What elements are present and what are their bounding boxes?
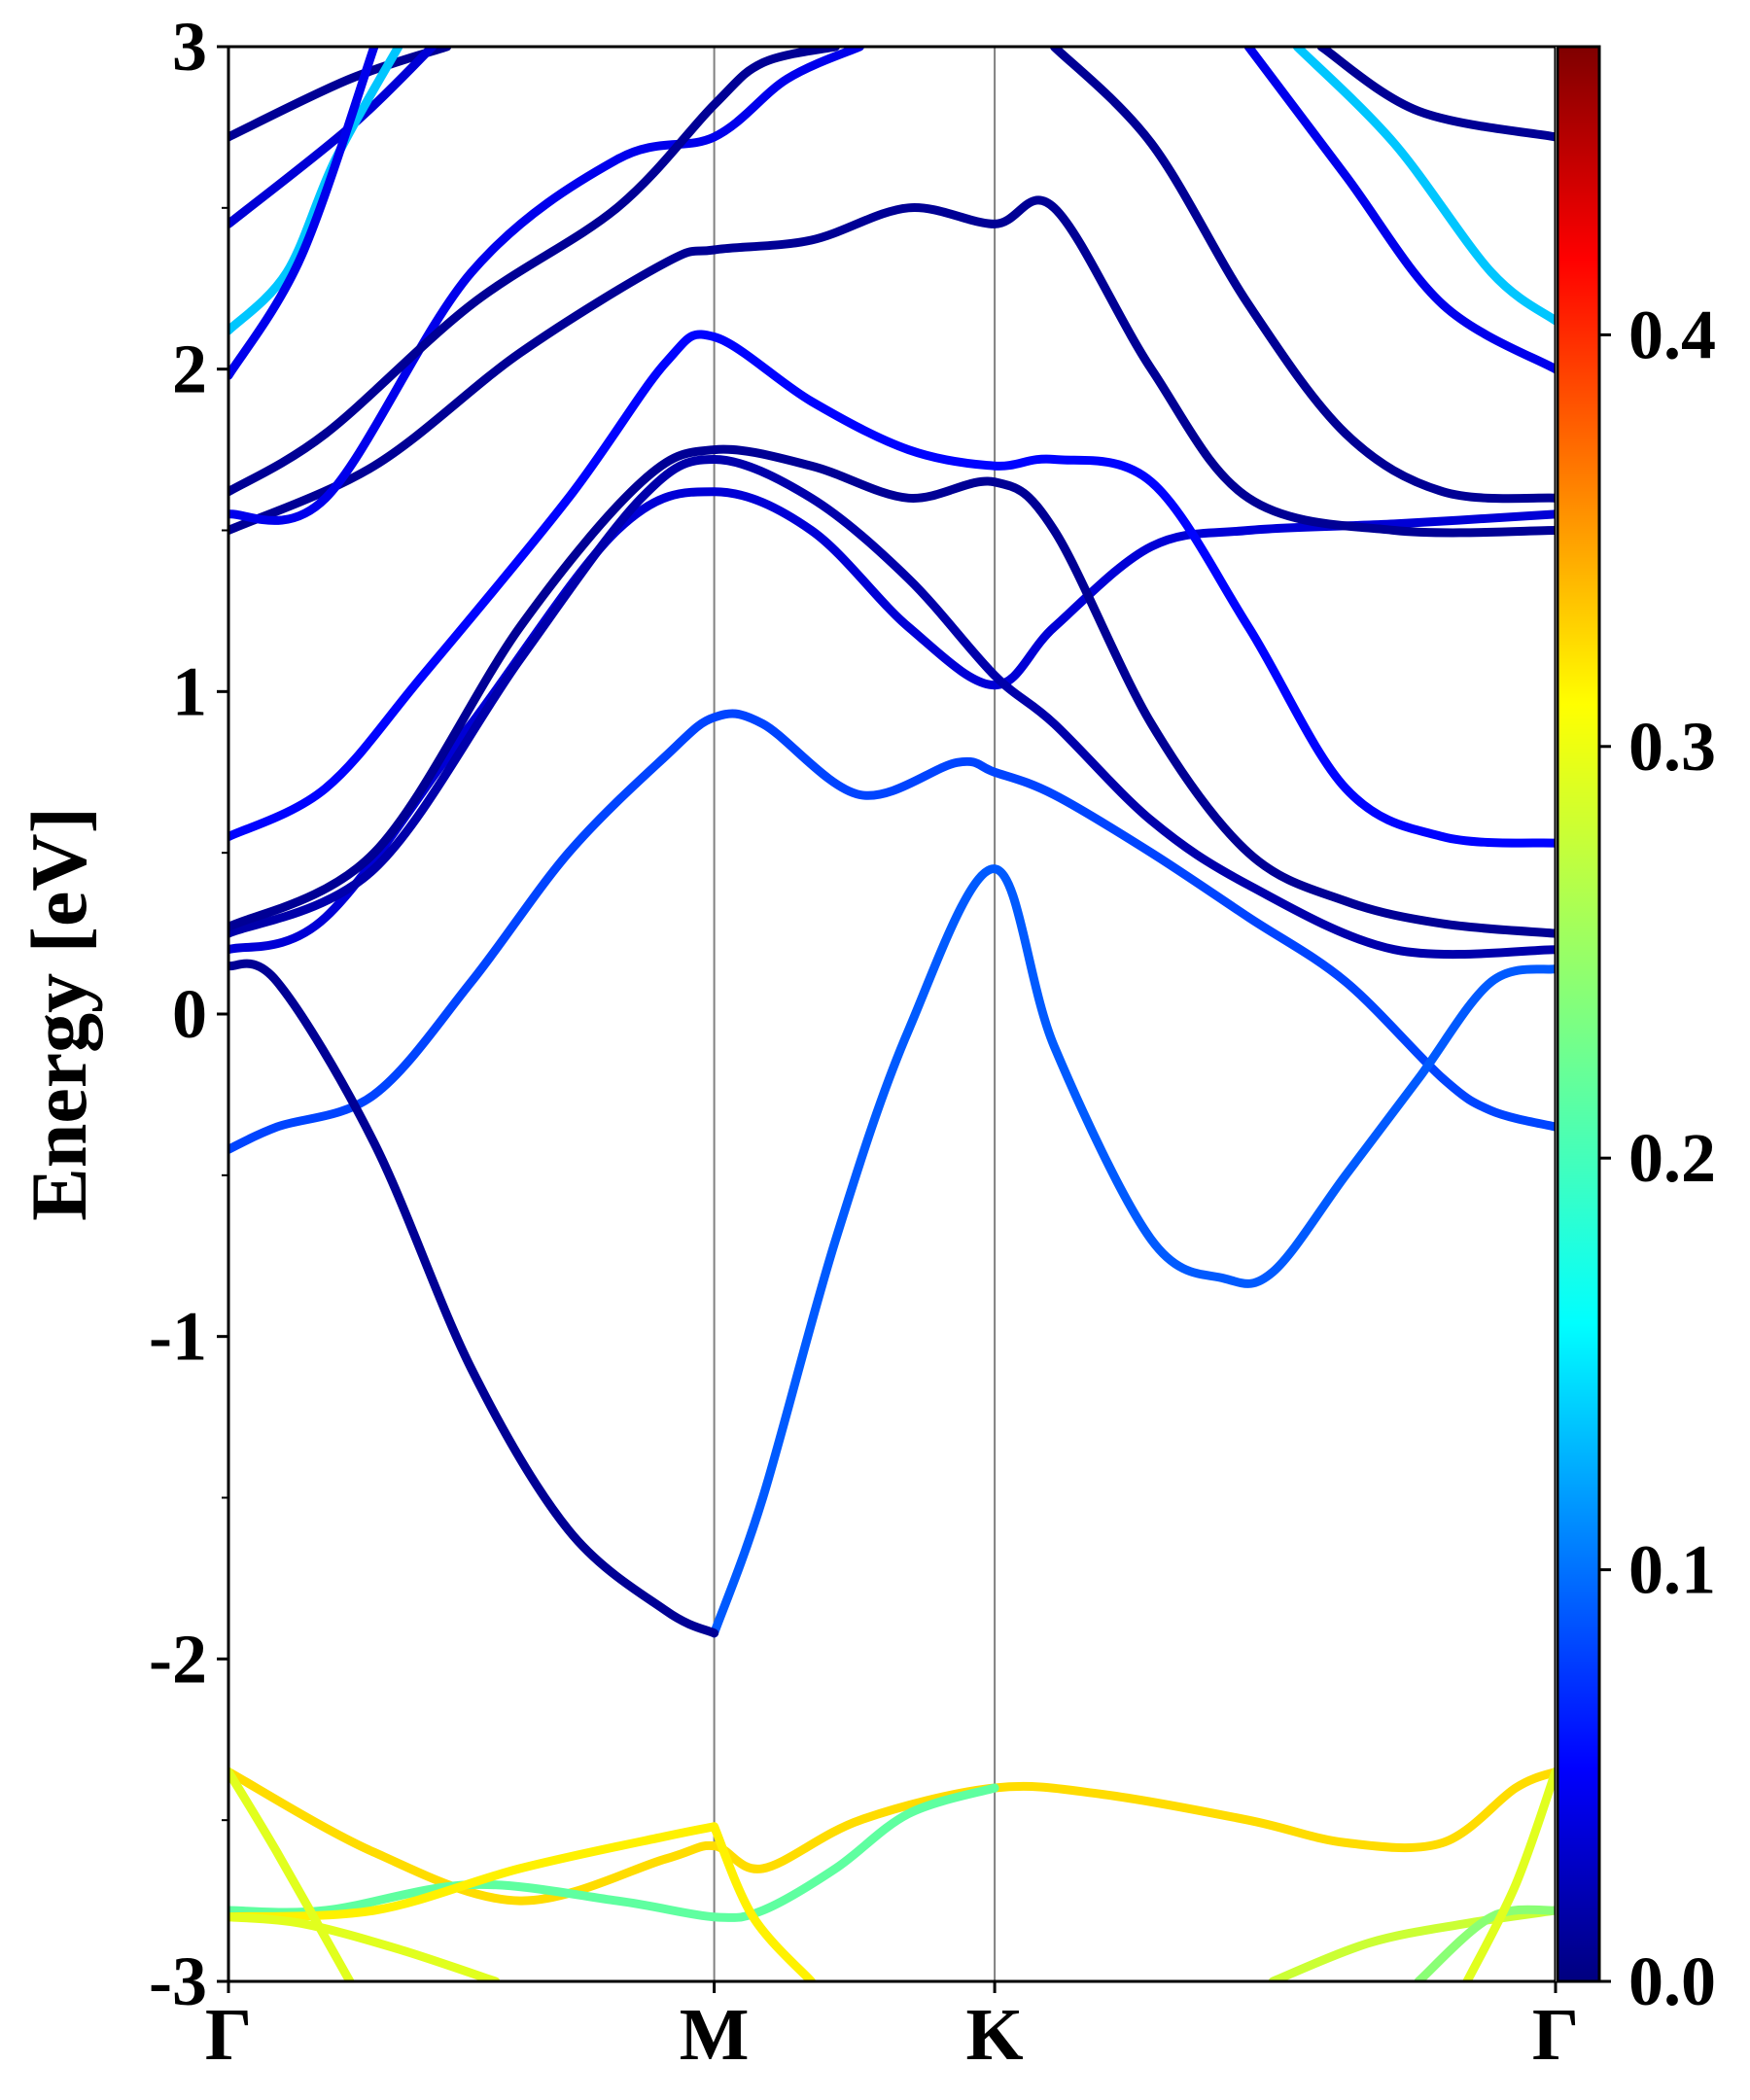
x-tick-label: Γ — [205, 1994, 252, 2076]
band-line-13 — [228, 47, 403, 335]
band-line-25 — [1268, 1906, 1556, 1981]
colorbar-tick-label: 0.0 — [1628, 1942, 1716, 2020]
band-line-26 — [1414, 1905, 1556, 1981]
colorbar-tick-label: 0.2 — [1628, 1119, 1716, 1197]
x-tick-label: K — [966, 1994, 1024, 2076]
band-line-18 — [1316, 47, 1556, 142]
y-axis-ticks: -3 -2 -1 0 1 2 3 — [149, 8, 228, 2020]
band-lines — [228, 47, 1556, 1981]
x-tick-label: M — [680, 1994, 750, 2076]
colorbar-tick-label: 0.1 — [1628, 1531, 1716, 1609]
y-tick-label: 0 — [172, 975, 207, 1053]
band-line-2 — [710, 864, 1556, 1638]
band-line-9 — [228, 47, 864, 525]
y-tick-label: -2 — [149, 1620, 207, 1698]
band-line-12 — [228, 47, 438, 228]
y-tick-label: -3 — [149, 1942, 207, 2020]
band-line-23 — [228, 1912, 501, 1981]
band-line-3 — [228, 959, 719, 1638]
band-line-16 — [1292, 47, 1556, 326]
high-symmetry-lines — [713, 47, 997, 1981]
band-line-4 — [228, 487, 1556, 955]
band-line-27 — [1462, 1767, 1556, 1981]
band-line-17 — [1243, 47, 1556, 374]
band-line-19 — [228, 1767, 1556, 1906]
band-line-5 — [228, 455, 1556, 960]
colorbar-tick-label: 0.4 — [1628, 296, 1716, 373]
band-line-6 — [228, 444, 1556, 938]
colorbar-gradient — [1556, 45, 1601, 1983]
band-line-8 — [228, 195, 1556, 538]
band-line-7 — [228, 330, 1556, 848]
band-line-1 — [228, 709, 1556, 1154]
band-line-20 — [228, 1783, 999, 1922]
y-axis-label: Energy [eV] — [15, 807, 103, 1221]
y-tick-label: 1 — [172, 652, 207, 730]
band-line-15 — [1049, 47, 1556, 504]
band-line-14 — [228, 47, 379, 380]
colorbar-ticks: 0.0 0.1 0.2 0.3 0.4 — [1599, 296, 1716, 2020]
band-line-22 — [228, 1767, 355, 1981]
y-tick-label: 3 — [172, 8, 207, 86]
colorbar-tick-label: 0.3 — [1628, 708, 1716, 786]
x-tick-label: Γ — [1532, 1994, 1579, 2076]
y-tick-label: -1 — [149, 1298, 207, 1376]
band-line-10 — [228, 47, 840, 497]
y-tick-label: 2 — [172, 331, 207, 408]
band-line-24 — [710, 1822, 816, 1981]
